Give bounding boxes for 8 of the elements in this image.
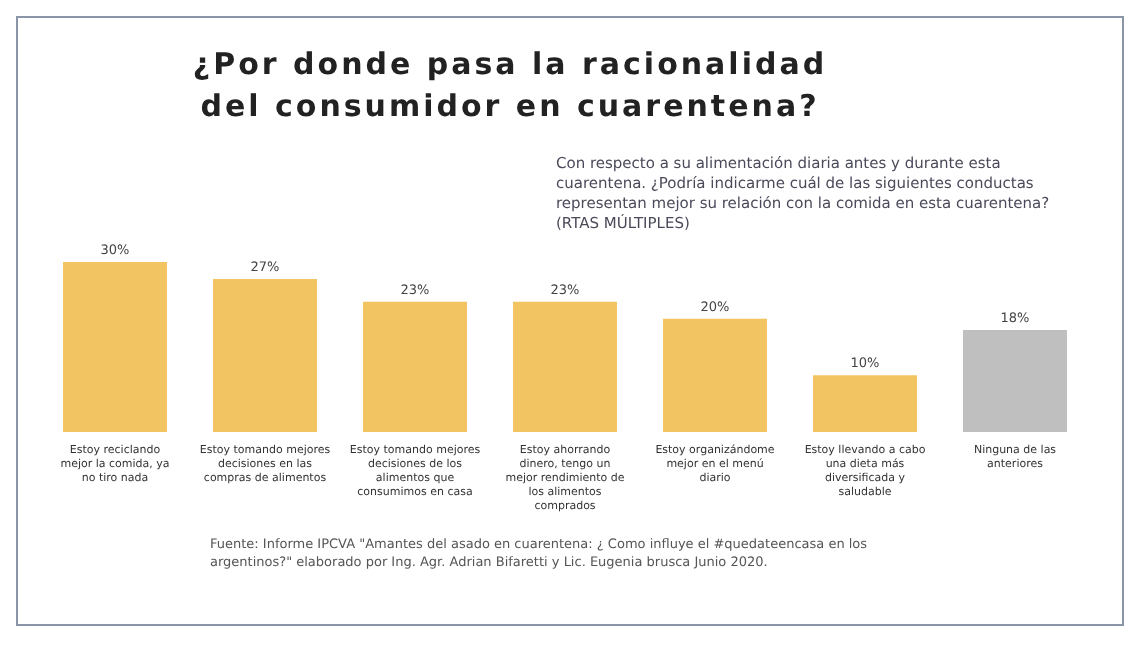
bar [363,301,467,432]
bar [813,375,917,432]
bar [663,318,767,432]
bar [513,301,617,432]
bar [963,330,1067,432]
bar [213,279,317,432]
bar [63,262,167,432]
chart-title: ¿Por donde pasa la racionalidad del consumidor en cuarentena? [190,44,830,128]
